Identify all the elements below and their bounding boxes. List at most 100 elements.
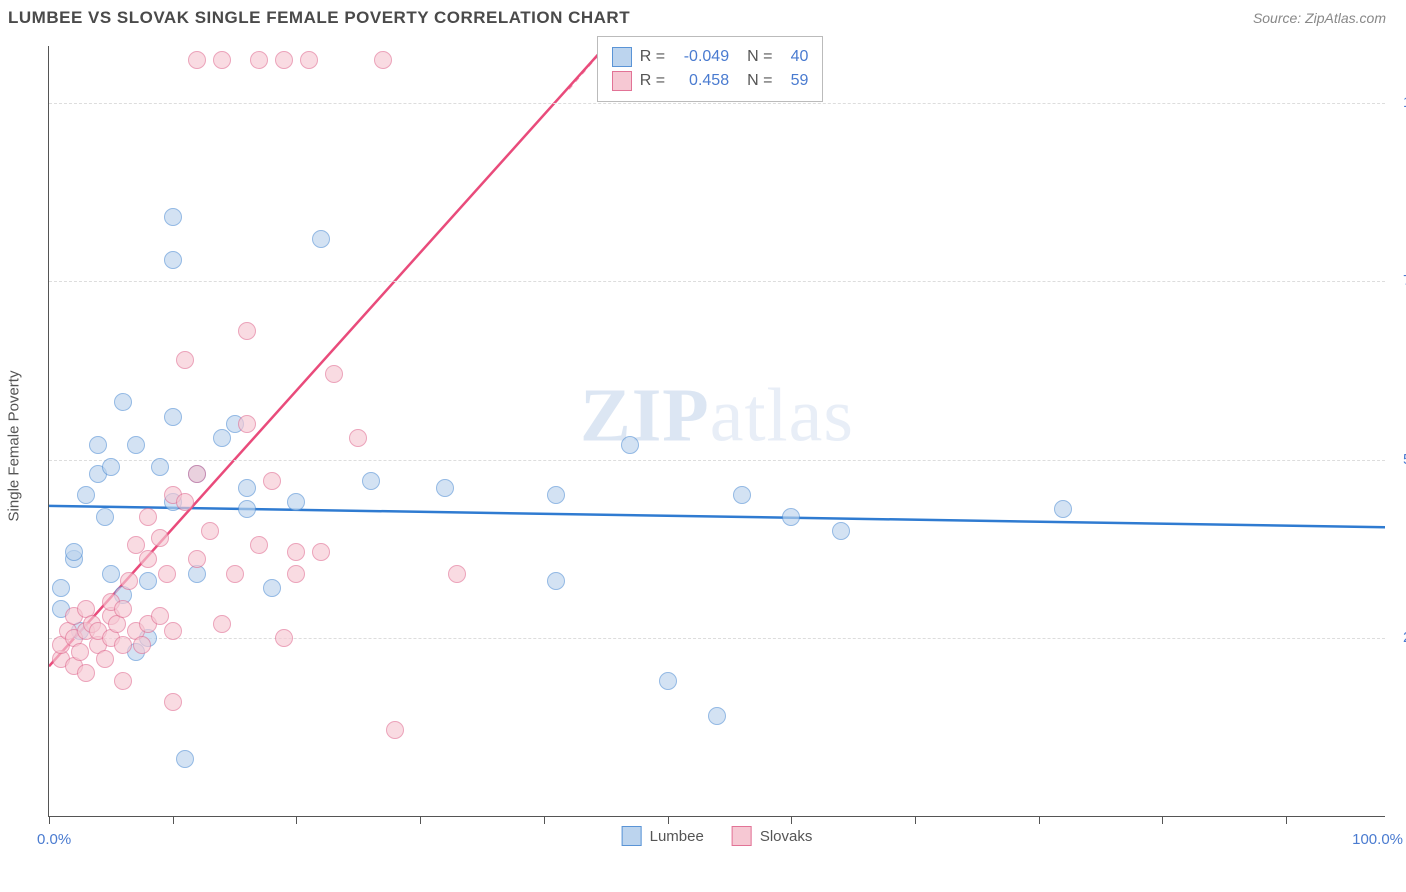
data-point [287,543,305,561]
data-point [96,650,114,668]
data-point [263,579,281,597]
legend-item: Slovaks [732,826,813,846]
data-point [164,693,182,711]
data-point [275,51,293,69]
chart-title: LUMBEE VS SLOVAK SINGLE FEMALE POVERTY C… [8,8,630,28]
x-tick [1039,816,1040,824]
y-tick-label: 50.0% [1395,451,1406,468]
x-tick [296,816,297,824]
data-point [213,51,231,69]
data-point [287,565,305,583]
legend-swatch [732,826,752,846]
data-point [188,51,206,69]
data-point [164,622,182,640]
data-point [52,579,70,597]
data-point [1054,500,1072,518]
data-point [213,429,231,447]
data-point [349,429,367,447]
data-point [659,672,677,690]
data-point [312,543,330,561]
scatter-plot: ZIPatlas 0.0% 100.0% R =-0.049N =40R =0.… [48,46,1385,817]
data-point [114,600,132,618]
data-point [436,479,454,497]
x-tick [173,816,174,824]
data-point [312,230,330,248]
data-point [96,508,114,526]
data-point [238,500,256,518]
y-tick-label: 25.0% [1395,629,1406,646]
data-point [300,51,318,69]
data-point [139,508,157,526]
gridline [49,460,1385,461]
data-point [102,458,120,476]
data-point [114,672,132,690]
correlation-box: R =-0.049N =40R =0.458N =59 [597,36,824,102]
data-point [77,486,95,504]
data-point [708,707,726,725]
data-point [71,643,89,661]
header: LUMBEE VS SLOVAK SINGLE FEMALE POVERTY C… [0,0,1406,28]
data-point [621,436,639,454]
data-point [287,493,305,511]
data-point [547,486,565,504]
legend-item: Lumbee [622,826,704,846]
correlation-row: R =-0.049N =40 [612,45,809,69]
data-point [362,472,380,490]
gridline [49,281,1385,282]
legend: Lumbee Slovaks [622,826,813,846]
data-point [238,415,256,433]
x-tick [49,816,50,824]
data-point [226,565,244,583]
data-point [201,522,219,540]
data-point [275,629,293,647]
gridline [49,638,1385,639]
data-point [114,393,132,411]
x-axis-max-label: 100.0% [1352,831,1403,848]
x-tick [791,816,792,824]
x-tick [544,816,545,824]
legend-swatch [612,71,632,91]
data-point [102,565,120,583]
correlation-row: R =0.458N =59 [612,69,809,93]
data-point [325,365,343,383]
data-point [782,508,800,526]
data-point [120,572,138,590]
data-point [164,208,182,226]
data-point [114,636,132,654]
data-point [448,565,466,583]
legend-swatch [622,826,642,846]
data-point [133,636,151,654]
data-point [176,493,194,511]
data-point [547,572,565,590]
data-point [238,322,256,340]
data-point [89,436,107,454]
x-tick [1286,816,1287,824]
x-tick [915,816,916,824]
data-point [386,721,404,739]
gridline [49,103,1385,104]
data-point [176,351,194,369]
legend-swatch [612,47,632,67]
x-tick [668,816,669,824]
data-point [127,436,145,454]
data-point [250,536,268,554]
data-point [374,51,392,69]
x-tick [1162,816,1163,824]
x-axis-min-label: 0.0% [37,831,71,848]
y-axis-title: Single Female Poverty [6,371,23,522]
source-label: Source: ZipAtlas.com [1253,10,1386,26]
data-point [139,572,157,590]
data-point [164,251,182,269]
data-point [263,472,281,490]
data-point [733,486,751,504]
data-point [151,529,169,547]
data-point [250,51,268,69]
data-point [164,408,182,426]
data-point [238,479,256,497]
data-point [77,664,95,682]
data-point [65,543,83,561]
data-point [176,750,194,768]
data-point [213,615,231,633]
data-point [832,522,850,540]
y-tick-label: 100.0% [1395,94,1406,111]
